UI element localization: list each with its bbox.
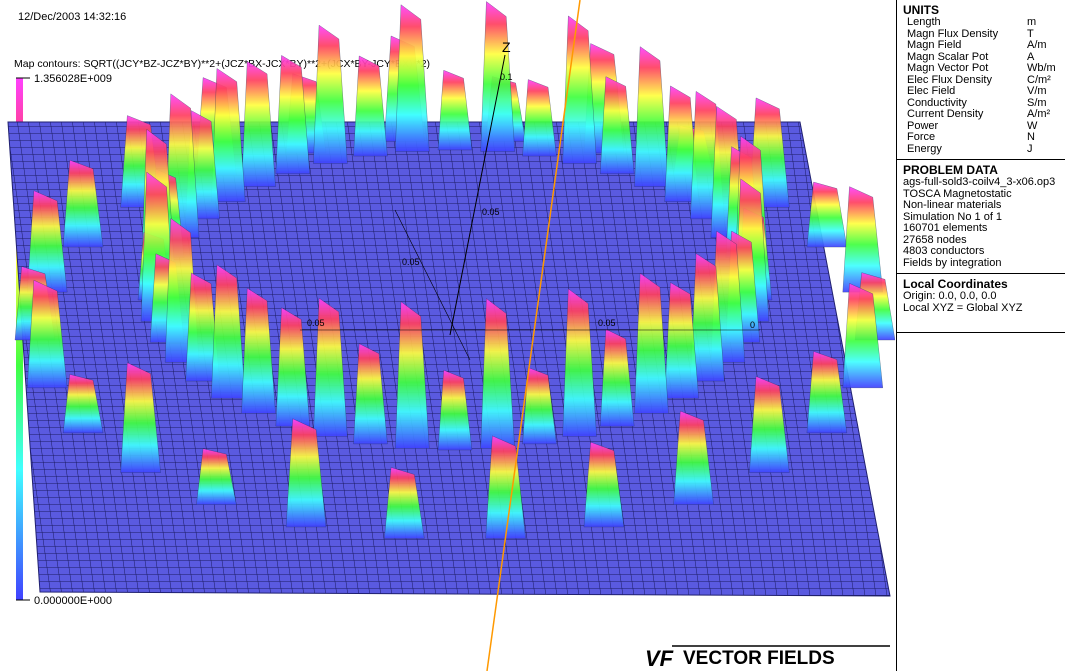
field-peak <box>523 80 557 157</box>
field-peak <box>634 47 668 187</box>
colorbar-max: 1.356028E+009 <box>34 73 112 85</box>
unit-quantity: Force <box>903 132 1027 144</box>
timestamp: 12/Dec/2003 14:32:16 <box>18 11 126 23</box>
colorbar-min: 0.000000E+000 <box>34 595 112 607</box>
problem-line: ags-full-sold3-coilv4_3-x06.op3 <box>903 177 1061 189</box>
field-peak <box>276 55 310 173</box>
unit-quantity: Length <box>903 17 1027 29</box>
unit-symbol: A/m <box>1027 40 1047 52</box>
unit-quantity: Energy <box>903 144 1027 156</box>
problem-line: 4803 conductors <box>903 246 1061 258</box>
field-peak <box>353 56 387 156</box>
logo: VF VECTOR FIELDS <box>645 646 890 671</box>
problem-line: 160701 elements <box>903 223 1061 235</box>
coords-section: Local Coordinates Origin: 0.0, 0.0, 0.0L… <box>897 274 1065 333</box>
field-peak <box>395 5 429 152</box>
coord-line: Origin: 0.0, 0.0, 0.0 <box>903 291 1061 303</box>
logo-text: VECTOR FIELDS <box>683 648 835 669</box>
viewport: 12/Dec/2003 14:32:16 Map contours: SQRT(… <box>0 0 895 671</box>
y-tick: 0.05 <box>402 257 420 267</box>
unit-symbol: V/m <box>1027 86 1047 98</box>
problem-line: Fields by integration <box>903 258 1061 270</box>
field-peak <box>313 25 347 163</box>
unit-quantity: Elec Field <box>903 86 1027 98</box>
z-axis-label: Z <box>502 39 511 55</box>
app-window: 12/Dec/2003 14:32:16 Map contours: SQRT(… <box>0 0 1065 671</box>
unit-quantity: Magn Vector Pot <box>903 63 1027 75</box>
unit-row: Current DensityA/m² <box>903 109 1061 121</box>
field-peak <box>600 77 634 174</box>
unit-quantity: Current Density <box>903 109 1027 121</box>
unit-symbol: J <box>1027 144 1033 156</box>
problem-line: Non-linear materials <box>903 200 1061 212</box>
field-peak <box>438 70 472 150</box>
z-tick: 0.1 <box>500 72 513 82</box>
unit-symbol: m <box>1027 17 1036 29</box>
unit-symbol: A/m² <box>1027 109 1050 121</box>
field-peak <box>242 61 276 186</box>
unit-symbol: Wb/m <box>1027 63 1056 75</box>
origin-tick: 0 <box>750 320 755 330</box>
z-tick: 0.05 <box>482 207 500 217</box>
logo-mark: VF <box>645 646 674 671</box>
unit-symbol: N <box>1027 132 1035 144</box>
field-peak <box>807 182 847 247</box>
problem-section: PROBLEM DATA ags-full-sold3-coilv4_3-x06… <box>897 160 1065 274</box>
unit-quantity: Magn Field <box>903 40 1027 52</box>
x-tick: 0.05 <box>598 318 616 328</box>
x-tick: 0.05 <box>307 318 325 328</box>
coord-line: Local XYZ = Global XYZ <box>903 303 1061 315</box>
